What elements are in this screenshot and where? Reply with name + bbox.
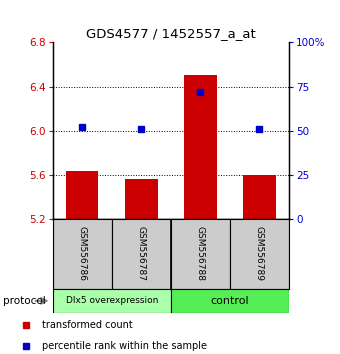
Bar [112,219,171,289]
Bar [53,289,171,313]
Bar [171,219,230,289]
Text: transformed count: transformed count [42,320,133,330]
Bar [171,289,289,313]
Text: GSM556789: GSM556789 [255,227,264,281]
Text: Dlx5 overexpression: Dlx5 overexpression [66,296,158,306]
Bar [243,175,276,219]
Bar [184,75,217,219]
Bar [53,219,112,289]
Text: protocol: protocol [3,296,46,306]
Text: control: control [210,296,249,306]
Text: GSM556787: GSM556787 [137,227,146,281]
Text: GSM556788: GSM556788 [196,227,205,281]
Text: percentile rank within the sample: percentile rank within the sample [42,341,207,351]
Bar [66,171,99,219]
Bar [125,178,157,219]
Bar [230,219,289,289]
Title: GDS4577 / 1452557_a_at: GDS4577 / 1452557_a_at [86,27,256,40]
Text: GSM556786: GSM556786 [78,227,87,281]
